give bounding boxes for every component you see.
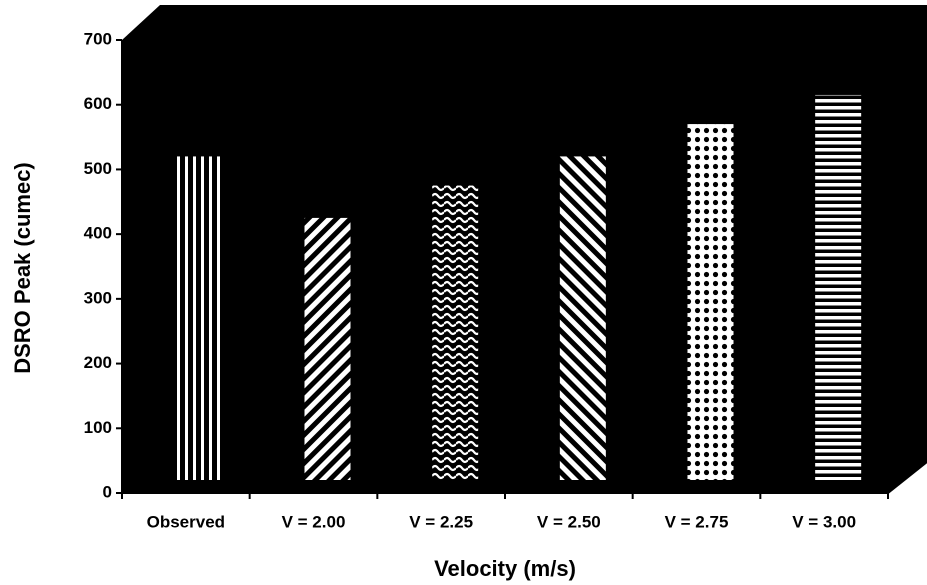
floor-edge <box>887 461 927 494</box>
x-tick-label: V = 2.50 <box>537 512 601 531</box>
y-tick-label: 300 <box>84 288 112 307</box>
y-tick-label: 700 <box>84 29 112 48</box>
x-tick-label: V = 3.00 <box>792 512 856 531</box>
bar <box>815 94 862 480</box>
y-tick-label: 0 <box>103 482 112 501</box>
bar <box>432 185 479 481</box>
y-tick-label: 600 <box>84 94 112 113</box>
bar <box>687 124 734 481</box>
y-tick-label: 100 <box>84 418 112 437</box>
x-tick-label: V = 2.00 <box>282 512 346 531</box>
x-tick-label: V = 2.25 <box>409 512 473 531</box>
y-tick-label: 200 <box>84 353 112 372</box>
y-tick-label: 500 <box>84 159 112 178</box>
bar <box>559 156 606 480</box>
y-axis-title: DSRO Peak (cumec) <box>10 162 35 374</box>
plot-background <box>122 5 927 493</box>
x-tick-label: V = 2.75 <box>665 512 729 531</box>
y-tick-label: 400 <box>84 224 112 243</box>
x-tick-label: Observed <box>147 512 225 531</box>
bar <box>176 156 223 480</box>
x-axis-title: Velocity (m/s) <box>434 556 576 581</box>
bar <box>304 217 351 480</box>
